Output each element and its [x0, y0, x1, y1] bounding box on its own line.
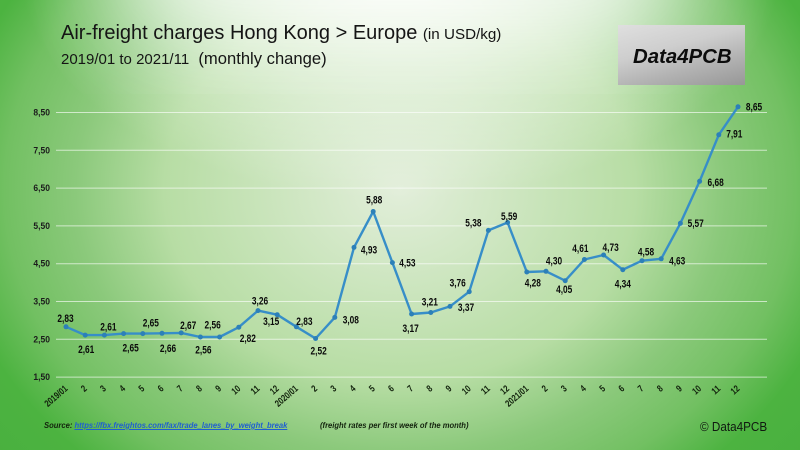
svg-text:8,50: 8,50: [33, 108, 50, 118]
svg-text:2,52: 2,52: [311, 345, 327, 357]
svg-text:7: 7: [636, 383, 646, 394]
svg-text:2: 2: [309, 383, 319, 394]
svg-text:3,17: 3,17: [403, 323, 419, 335]
svg-text:3: 3: [559, 383, 569, 394]
svg-text:5,50: 5,50: [33, 221, 50, 231]
svg-text:4,30: 4,30: [546, 256, 562, 268]
svg-text:5,59: 5,59: [501, 211, 517, 223]
svg-text:3,08: 3,08: [343, 314, 359, 326]
svg-text:4,93: 4,93: [361, 244, 377, 256]
svg-text:6: 6: [156, 383, 166, 394]
svg-text:7: 7: [175, 383, 185, 394]
svg-text:2,56: 2,56: [205, 319, 221, 331]
svg-text:10: 10: [460, 383, 473, 397]
svg-text:2,82: 2,82: [240, 333, 256, 345]
svg-text:5,88: 5,88: [366, 194, 382, 206]
svg-text:7,91: 7,91: [726, 129, 743, 141]
svg-text:3,26: 3,26: [252, 296, 268, 308]
svg-text:5: 5: [137, 383, 148, 394]
svg-text:4,34: 4,34: [615, 279, 632, 291]
svg-text:4,50: 4,50: [33, 259, 50, 269]
svg-text:11: 11: [710, 383, 724, 397]
svg-text:5,57: 5,57: [688, 218, 704, 230]
svg-text:4: 4: [578, 383, 589, 394]
svg-text:2,66: 2,66: [160, 343, 176, 355]
svg-text:3: 3: [329, 383, 339, 394]
svg-text:9: 9: [674, 383, 684, 394]
svg-text:11: 11: [479, 383, 493, 397]
svg-text:2,83: 2,83: [57, 313, 73, 325]
svg-text:9: 9: [213, 383, 223, 394]
svg-text:3,76: 3,76: [450, 278, 466, 290]
svg-text:6: 6: [617, 383, 627, 394]
svg-text:6,68: 6,68: [708, 177, 724, 189]
svg-text:3: 3: [98, 383, 108, 394]
svg-text:4,73: 4,73: [603, 242, 619, 254]
svg-text:11: 11: [249, 383, 263, 397]
svg-text:10: 10: [230, 383, 243, 397]
svg-text:2,65: 2,65: [123, 343, 140, 355]
svg-text:6: 6: [386, 383, 396, 394]
svg-text:5: 5: [367, 383, 378, 394]
svg-text:10: 10: [690, 383, 703, 397]
svg-text:8: 8: [425, 383, 435, 394]
svg-text:4: 4: [348, 383, 359, 394]
svg-text:4,05: 4,05: [556, 284, 573, 296]
svg-text:2,56: 2,56: [195, 344, 211, 356]
svg-text:2,50: 2,50: [33, 334, 50, 344]
svg-text:4,58: 4,58: [638, 247, 654, 259]
svg-text:8,65: 8,65: [746, 102, 763, 114]
svg-text:12: 12: [729, 383, 742, 397]
svg-text:4,28: 4,28: [525, 277, 541, 289]
svg-text:3,15: 3,15: [263, 316, 280, 328]
svg-text:5: 5: [597, 383, 608, 394]
svg-text:6,50: 6,50: [33, 183, 50, 193]
svg-text:2,65: 2,65: [143, 318, 160, 330]
svg-text:2019/01: 2019/01: [43, 383, 71, 409]
svg-text:4,53: 4,53: [399, 258, 415, 270]
svg-text:4,63: 4,63: [669, 256, 685, 268]
svg-text:3,21: 3,21: [422, 296, 439, 308]
svg-text:1,50: 1,50: [33, 372, 50, 382]
svg-text:9: 9: [444, 383, 454, 394]
svg-text:2,67: 2,67: [180, 320, 196, 332]
svg-text:4,61: 4,61: [572, 243, 589, 255]
svg-text:4: 4: [117, 383, 128, 394]
svg-text:8: 8: [655, 383, 665, 394]
svg-text:2: 2: [79, 383, 89, 394]
svg-text:5,38: 5,38: [465, 217, 481, 229]
svg-text:7: 7: [405, 383, 415, 394]
svg-text:3,37: 3,37: [458, 302, 474, 314]
svg-text:2: 2: [540, 383, 550, 394]
svg-text:2,61: 2,61: [78, 344, 95, 356]
svg-text:8: 8: [194, 383, 204, 394]
svg-text:2,83: 2,83: [296, 316, 312, 328]
svg-text:7,50: 7,50: [33, 145, 50, 155]
svg-text:2,61: 2,61: [100, 322, 117, 334]
svg-text:3,50: 3,50: [33, 297, 50, 307]
